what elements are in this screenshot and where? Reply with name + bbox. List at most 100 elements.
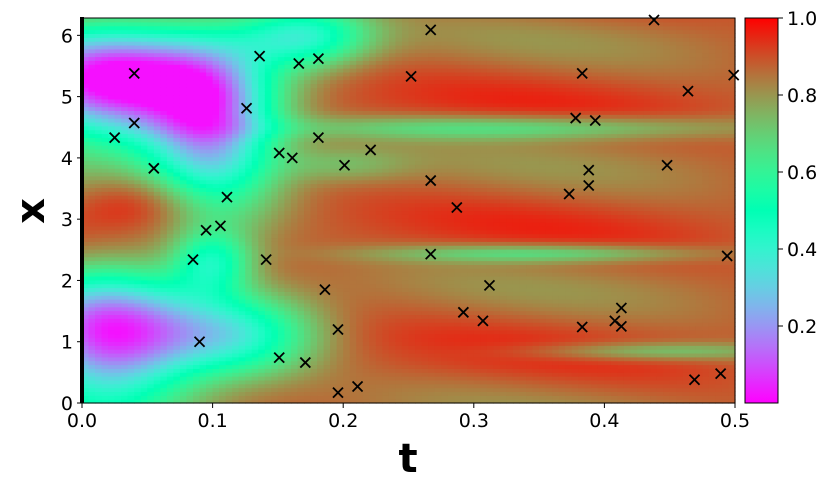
heatmap-cell	[219, 175, 227, 181]
heatmap-cell	[166, 318, 175, 323]
heatmap-cell	[166, 125, 175, 131]
heatmap-cell	[369, 314, 377, 319]
heatmap-cell	[232, 95, 240, 100]
heatmap-cell	[310, 229, 318, 235]
heatmap-cell	[304, 87, 312, 92]
heatmap-cell	[193, 52, 201, 58]
heatmap-cell	[297, 283, 305, 289]
heatmap-cell	[153, 125, 161, 131]
heatmap-cell	[310, 256, 318, 262]
heatmap-cell	[114, 283, 122, 289]
heatmap-cell	[193, 21, 201, 27]
heatmap-cell	[238, 376, 246, 381]
heatmap-cell	[317, 87, 325, 92]
heatmap-cell	[225, 352, 233, 358]
heatmap-cell	[199, 21, 207, 27]
heatmap-cell	[95, 341, 103, 346]
heatmap-cell	[258, 98, 266, 104]
heatmap-cell	[258, 25, 266, 31]
heatmap-cell	[95, 198, 103, 204]
heatmap-cell	[140, 341, 148, 346]
heatmap-cell	[179, 379, 188, 385]
heatmap-cell	[101, 129, 109, 135]
heatmap-cell	[356, 202, 364, 208]
heatmap-cell	[284, 106, 292, 111]
heatmap-cell	[199, 114, 207, 119]
heatmap-cell	[219, 391, 227, 396]
heatmap-cell	[382, 118, 390, 123]
heatmap-cell	[401, 33, 410, 38]
heatmap-cell	[343, 83, 351, 88]
heatmap-cell	[147, 133, 155, 138]
heatmap-cell	[212, 249, 220, 254]
heatmap-cell	[362, 241, 370, 246]
heatmap-cell	[95, 18, 103, 23]
heatmap-cell	[343, 98, 351, 104]
heatmap-cell	[284, 252, 292, 258]
heatmap-cell	[193, 68, 201, 73]
heatmap-cell	[206, 48, 214, 54]
heatmap-cell	[264, 29, 272, 34]
heatmap-cell	[212, 391, 220, 396]
heatmap-cell	[238, 306, 246, 312]
heatmap-cell	[186, 79, 194, 85]
heatmap-cell	[284, 68, 292, 73]
heatmap-cell	[95, 141, 103, 146]
heatmap-cell	[186, 360, 194, 366]
heatmap-cell	[245, 379, 253, 385]
heatmap-cell	[95, 118, 103, 123]
heatmap-cell	[153, 326, 161, 331]
heatmap-cell	[290, 168, 299, 173]
heatmap-cell	[349, 329, 357, 335]
heatmap-cell	[349, 164, 357, 169]
heatmap-cell	[186, 83, 194, 88]
heatmap-cell	[297, 156, 305, 162]
heatmap-cell	[82, 275, 90, 281]
heatmap-cell	[297, 83, 305, 88]
heatmap-cell	[88, 225, 96, 231]
heatmap-cell	[264, 187, 272, 192]
heatmap-cell	[284, 341, 292, 346]
heatmap-cell	[401, 156, 410, 162]
heatmap-cell	[264, 152, 272, 158]
heatmap-cell	[317, 33, 325, 38]
heatmap-cell	[186, 256, 194, 262]
heatmap-cell	[121, 356, 129, 362]
heatmap-cell	[88, 106, 96, 111]
heatmap-cell	[356, 206, 364, 212]
heatmap-cell	[147, 306, 155, 312]
heatmap-cell	[284, 64, 292, 69]
heatmap-cell	[225, 368, 233, 373]
heatmap-cell	[95, 272, 103, 277]
heatmap-cell	[401, 395, 410, 400]
heatmap-cell	[395, 341, 403, 346]
heatmap-cell	[356, 349, 364, 354]
heatmap-cell	[186, 56, 194, 61]
heatmap-cell	[108, 98, 116, 104]
heatmap-cell	[277, 279, 286, 285]
heatmap-cell	[206, 376, 214, 381]
heatmap-cell	[186, 283, 194, 289]
heatmap-cell	[225, 306, 233, 312]
heatmap-cell	[206, 179, 214, 185]
heatmap-cell	[271, 245, 279, 250]
heatmap-cell	[382, 275, 390, 281]
heatmap-cell	[114, 41, 122, 46]
heatmap-cell	[284, 326, 292, 331]
heatmap-cell	[166, 79, 175, 85]
heatmap-cell	[127, 175, 135, 181]
heatmap-cell	[88, 156, 96, 162]
heatmap-cell	[382, 179, 390, 185]
heatmap-cell	[238, 71, 246, 77]
heatmap-cell	[395, 137, 403, 142]
heatmap-cell	[401, 291, 410, 296]
heatmap-cell	[219, 268, 227, 273]
heatmap-cell	[271, 345, 279, 350]
heatmap-cell	[323, 337, 331, 342]
heatmap-cell	[349, 302, 357, 308]
heatmap-cell	[330, 156, 338, 162]
heatmap-cell	[206, 172, 214, 177]
heatmap-cell	[401, 326, 410, 331]
heatmap-cell	[238, 391, 246, 396]
heatmap-cell	[401, 87, 410, 92]
